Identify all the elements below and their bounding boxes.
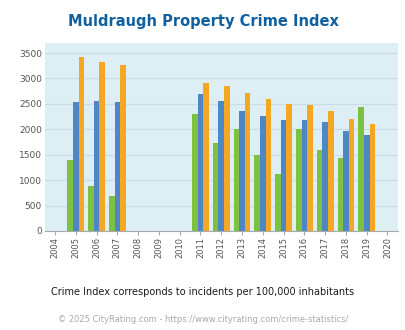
Bar <box>233 129 239 231</box>
Bar <box>348 119 354 231</box>
Bar <box>265 99 271 231</box>
Bar <box>114 102 120 231</box>
Bar <box>197 94 203 231</box>
Bar <box>67 160 73 231</box>
Text: Crime Index corresponds to incidents per 100,000 inhabitants: Crime Index corresponds to incidents per… <box>51 287 354 297</box>
Bar <box>224 85 229 231</box>
Bar <box>203 83 209 231</box>
Bar <box>244 93 250 231</box>
Bar <box>99 62 105 231</box>
Bar <box>192 114 197 231</box>
Bar <box>307 105 312 231</box>
Bar <box>254 155 259 231</box>
Bar <box>295 129 301 231</box>
Bar <box>275 174 280 231</box>
Bar <box>79 57 84 231</box>
Bar <box>327 111 333 231</box>
Bar <box>316 150 322 231</box>
Bar <box>120 65 126 231</box>
Bar <box>218 101 224 231</box>
Bar <box>259 116 265 231</box>
Bar <box>73 102 79 231</box>
Bar <box>212 143 218 231</box>
Bar <box>286 104 291 231</box>
Bar <box>94 101 99 231</box>
Text: © 2025 CityRating.com - https://www.cityrating.com/crime-statistics/: © 2025 CityRating.com - https://www.city… <box>58 315 347 324</box>
Bar <box>280 120 286 231</box>
Bar <box>301 120 307 231</box>
Bar <box>342 131 348 231</box>
Text: Muldraugh Property Crime Index: Muldraugh Property Crime Index <box>67 14 338 29</box>
Bar <box>369 124 374 231</box>
Bar <box>322 122 327 231</box>
Bar <box>109 196 114 231</box>
Bar <box>358 108 363 231</box>
Bar <box>363 135 369 231</box>
Bar <box>239 111 244 231</box>
Bar <box>337 158 342 231</box>
Bar <box>88 186 94 231</box>
